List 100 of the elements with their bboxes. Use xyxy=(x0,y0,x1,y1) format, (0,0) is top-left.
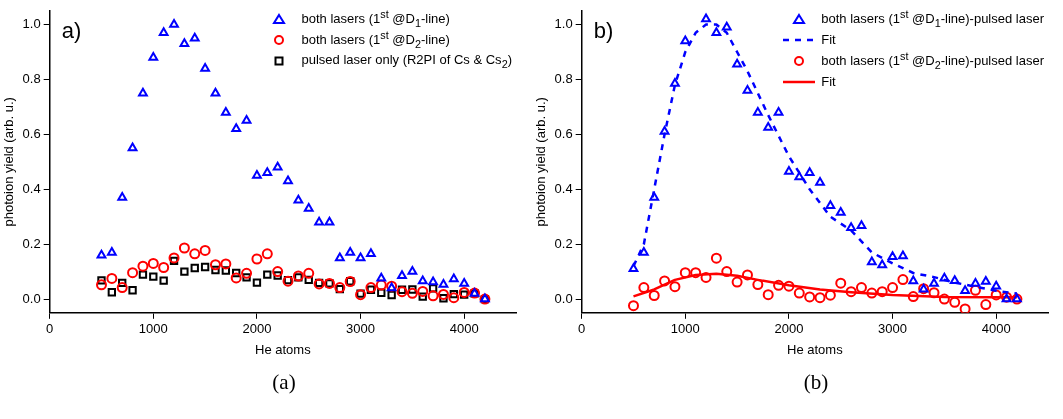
point xyxy=(159,276,168,285)
point xyxy=(824,289,836,301)
point xyxy=(970,277,981,287)
point xyxy=(314,216,324,226)
point xyxy=(396,286,408,298)
y-tick-label: 0.0 xyxy=(22,290,41,306)
point xyxy=(180,267,189,276)
point xyxy=(324,216,335,226)
point xyxy=(991,280,1002,290)
point xyxy=(96,249,107,259)
point xyxy=(669,281,681,293)
y-tick-label: 0.8 xyxy=(22,71,41,87)
point xyxy=(804,291,816,303)
annotation: a) xyxy=(61,17,82,43)
point xyxy=(438,279,449,288)
x-tick-label: 4000 xyxy=(449,321,479,337)
point xyxy=(783,280,795,292)
annotation: b) xyxy=(593,17,614,43)
point xyxy=(763,121,774,131)
y-tick-label: 0.4 xyxy=(22,180,41,196)
y-tick-label: 0.6 xyxy=(554,125,573,141)
point xyxy=(116,282,128,294)
point xyxy=(969,284,981,296)
point xyxy=(898,250,908,260)
point xyxy=(659,126,670,135)
point xyxy=(407,266,418,275)
point xyxy=(417,285,429,297)
point xyxy=(876,286,888,298)
point xyxy=(242,273,251,282)
point xyxy=(700,271,712,283)
point xyxy=(158,262,170,273)
x-axis-title: He atoms xyxy=(787,341,844,357)
point xyxy=(417,275,428,285)
point xyxy=(762,289,774,301)
point xyxy=(355,252,366,262)
point xyxy=(887,251,898,261)
point xyxy=(95,279,107,291)
point xyxy=(732,58,743,68)
point xyxy=(680,35,691,45)
point xyxy=(784,165,794,175)
point xyxy=(230,272,242,284)
legend-label: both lasers (1$^{st}$ @D$_{1}$-line)-pulsed laser xyxy=(821,8,1044,29)
point xyxy=(263,270,272,279)
point xyxy=(169,256,179,266)
point xyxy=(252,170,262,179)
point xyxy=(209,259,221,271)
point xyxy=(158,27,169,37)
point xyxy=(866,256,877,266)
point xyxy=(199,244,211,256)
y-tick-label: 1.0 xyxy=(22,16,41,32)
point xyxy=(106,272,118,284)
point xyxy=(856,220,867,230)
point xyxy=(210,87,221,97)
x-axis-title: He atoms xyxy=(255,341,312,357)
point xyxy=(449,289,459,299)
point xyxy=(179,38,190,47)
point xyxy=(106,246,117,256)
point xyxy=(825,200,836,209)
point xyxy=(397,270,407,279)
point xyxy=(752,106,763,116)
point xyxy=(127,267,139,279)
point xyxy=(846,222,856,231)
point xyxy=(670,78,680,87)
x-tick-label: 4000 xyxy=(981,321,1011,337)
point xyxy=(118,278,127,288)
point xyxy=(251,253,263,265)
point xyxy=(428,276,438,286)
point xyxy=(211,265,220,275)
point xyxy=(928,287,940,299)
x-tick-label: 2000 xyxy=(774,321,804,337)
point xyxy=(200,62,211,72)
point xyxy=(427,290,439,302)
point xyxy=(877,259,888,269)
y-tick-label: 0.0 xyxy=(554,290,573,306)
point xyxy=(148,51,159,61)
point xyxy=(189,248,201,260)
point xyxy=(628,263,639,273)
point xyxy=(458,286,470,298)
point xyxy=(178,242,190,254)
y-tick-label: 0.4 xyxy=(554,180,573,196)
legend-label: Fit xyxy=(821,32,836,47)
point xyxy=(387,290,396,300)
point xyxy=(366,248,376,258)
x-tick-label: 0 xyxy=(578,321,586,337)
point xyxy=(437,288,449,300)
point xyxy=(220,106,231,116)
legend-label: both lasers (1$^{st}$ @D$_{2}$-line) xyxy=(301,29,450,50)
x-tick-label: 1000 xyxy=(138,321,168,337)
point xyxy=(835,207,846,216)
point xyxy=(794,171,805,181)
point xyxy=(303,202,314,212)
point xyxy=(345,246,356,256)
point xyxy=(127,142,138,152)
y-axis-title: photoion yield (arb. u.) xyxy=(1,97,17,227)
point xyxy=(241,115,252,124)
legend-label: pulsed laser only (R2PI of Cs & Cs$_{2}$) xyxy=(301,51,512,70)
point xyxy=(397,285,407,294)
point xyxy=(97,276,106,285)
point xyxy=(169,19,179,28)
point xyxy=(428,284,438,293)
